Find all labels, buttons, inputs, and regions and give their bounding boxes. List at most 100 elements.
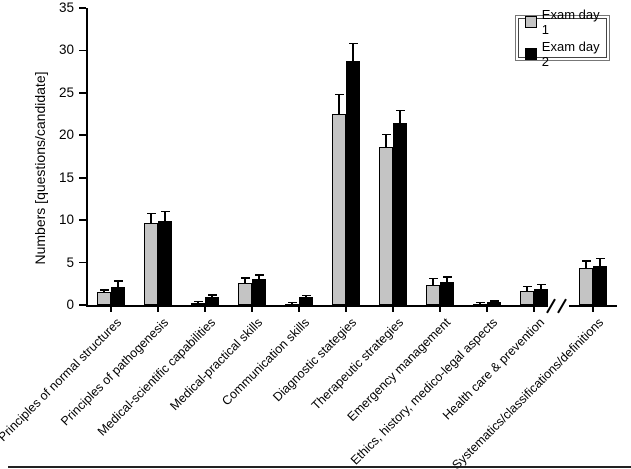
error-bar-cap <box>146 212 156 215</box>
error-bar-cap <box>240 277 250 279</box>
error-bar-stem <box>540 284 542 289</box>
bar-exam-day-2 <box>593 265 607 305</box>
error-bar-cap <box>428 277 438 280</box>
error-bar-cap <box>193 300 203 303</box>
figure-bottom-rule <box>8 466 631 468</box>
legend-item-exam-day-1: Exam day 1 <box>525 7 609 37</box>
error-bar-stem <box>399 110 401 123</box>
error-bar-stem <box>117 281 119 288</box>
error-bar-cap <box>287 301 297 304</box>
error-bar-cap <box>581 260 591 262</box>
bar-exam-day-1 <box>332 114 346 305</box>
axis-break-slash <box>557 298 567 314</box>
legend-label-day2: Exam day 2 <box>541 39 600 69</box>
y-tick-label: 25 <box>58 84 74 100</box>
y-tick <box>79 49 86 52</box>
error-bar-cap <box>595 257 605 260</box>
bar-exam-day-1 <box>473 303 487 306</box>
x-category-label: Health care & prevention <box>439 315 548 423</box>
error-bar-stem <box>244 277 246 283</box>
error-bar-cap <box>522 285 532 288</box>
error-bar-stem <box>211 295 213 298</box>
bar-exam-day-1 <box>191 302 205 305</box>
x-tick <box>486 307 488 312</box>
error-bar-stem <box>599 258 601 266</box>
error-bar-stem <box>446 276 448 283</box>
y-tick <box>79 92 86 94</box>
error-bar-cap <box>536 283 546 286</box>
y-axis <box>86 8 88 307</box>
y-tick-label: 35 <box>58 0 74 15</box>
x-tick <box>345 307 347 312</box>
error-bar-cap <box>489 300 499 302</box>
bar-exam-day-2 <box>299 296 313 305</box>
bar-exam-day-2 <box>440 282 454 305</box>
error-bar-cap <box>301 294 311 297</box>
error-bar-stem <box>150 213 152 223</box>
y-tick <box>79 261 86 264</box>
bar-exam-day-2 <box>158 220 172 305</box>
x-tick <box>298 307 300 312</box>
y-tick <box>79 304 86 306</box>
error-bar-cap <box>475 301 485 304</box>
error-bar-stem <box>338 94 340 115</box>
bar-exam-day-1 <box>426 285 440 305</box>
legend: Exam day 1 Exam day 2 <box>515 7 610 69</box>
y-tick-label: 0 <box>66 297 74 312</box>
error-bar-stem <box>258 275 260 279</box>
x-category-label: Medical-practical skills <box>167 315 266 414</box>
error-bar-cap <box>334 93 344 96</box>
y-tick <box>79 176 86 179</box>
error-bar-cap <box>381 133 391 136</box>
y-tick <box>79 219 86 221</box>
error-bar-stem <box>526 286 528 291</box>
y-tick-label: 20 <box>58 127 74 143</box>
bar-exam-day-1 <box>238 282 252 305</box>
bar-exam-day-2 <box>111 287 125 305</box>
error-bar-stem <box>164 211 166 221</box>
x-category-label: Diagnostic stategies <box>270 315 360 405</box>
bar-exam-day-2 <box>393 122 407 305</box>
error-bar-stem <box>103 289 105 293</box>
error-bar-cap <box>99 288 109 291</box>
bar-exam-day-1 <box>285 303 299 306</box>
error-bar-cap <box>207 294 217 297</box>
error-bar-stem <box>585 260 587 268</box>
bar-exam-day-2 <box>534 288 548 305</box>
bar-exam-day-1 <box>97 292 111 305</box>
y-tick <box>79 134 86 137</box>
x-tick <box>204 307 206 312</box>
bar-exam-day-1 <box>144 222 158 305</box>
x-tick <box>110 307 112 312</box>
x-tick <box>251 307 253 312</box>
x-category-label: Communication skills <box>219 315 313 409</box>
y-tick <box>79 7 86 9</box>
error-bar-cap <box>160 210 170 213</box>
x-tick <box>592 307 594 312</box>
error-bar-stem <box>432 278 434 286</box>
legend-label-day1: Exam day 1 <box>541 7 600 37</box>
bar-exam-day-2 <box>205 297 219 305</box>
x-category-label: Therapeutic strategies <box>308 315 407 413</box>
error-bar-stem <box>352 43 354 62</box>
error-bar-cap <box>395 109 405 112</box>
error-bar-cap <box>254 274 264 277</box>
y-tick-label: 15 <box>58 169 74 185</box>
bar-exam-day-1 <box>579 267 593 305</box>
legend-item-exam-day-2: Exam day 2 <box>525 39 609 69</box>
legend-swatch-day1 <box>525 16 537 28</box>
error-bar-cap <box>442 276 452 278</box>
x-tick <box>533 307 535 312</box>
y-tick-label: 10 <box>58 212 74 228</box>
error-bar-cap <box>348 42 358 45</box>
x-tick <box>157 307 159 312</box>
bar-exam-day-1 <box>379 147 393 305</box>
bar-exam-day-2 <box>252 278 266 305</box>
x-axis-segment-right <box>569 305 617 307</box>
error-bar-cap <box>113 280 123 283</box>
x-tick <box>392 307 394 312</box>
bar-exam-day-1 <box>520 290 534 305</box>
bar-exam-day-2 <box>346 61 360 305</box>
